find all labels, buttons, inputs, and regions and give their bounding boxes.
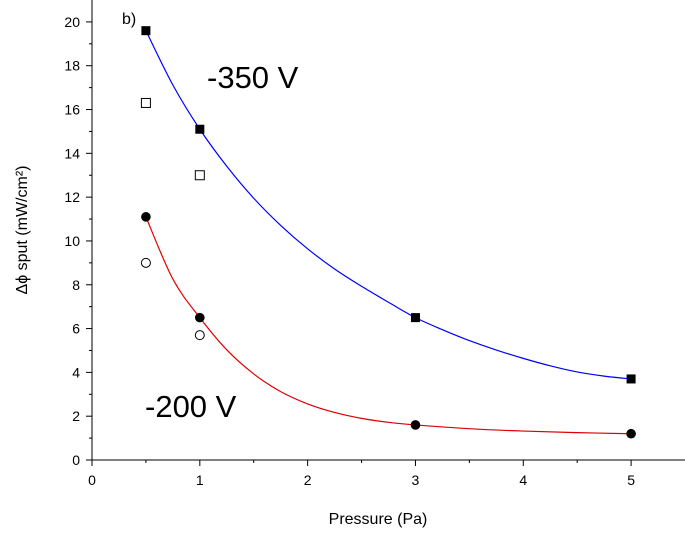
- x-tick-label: 5: [627, 472, 635, 488]
- x-tick-label: 4: [519, 472, 527, 488]
- y-tick-label: 2: [72, 408, 80, 424]
- fit-curve: [145, 30, 632, 380]
- data-points: [140, 26, 636, 439]
- data-point-open-square: [194, 170, 205, 181]
- data-point-filled-circle: [626, 428, 636, 439]
- data-point-filled-circle: [195, 312, 205, 323]
- x-axis-title: Pressure (Pa): [329, 511, 428, 528]
- data-point-open-circle: [140, 257, 151, 268]
- data-point-filled-circle: [141, 212, 151, 222]
- panel-label: b): [122, 11, 136, 28]
- fit-curve: [145, 216, 632, 435]
- fit-curves: [145, 30, 632, 435]
- y-tick-label: 4: [72, 364, 80, 380]
- y-tick-label: 18: [64, 58, 80, 74]
- y-tick-label: 14: [64, 145, 80, 161]
- x-tick-label: 3: [412, 472, 420, 488]
- annotation-350v: -350 V: [207, 60, 299, 95]
- data-point-filled-square: [410, 313, 420, 323]
- y-tick-label: 8: [72, 277, 80, 293]
- y-tick-label: 12: [64, 189, 80, 205]
- y-tick-label: 6: [72, 321, 80, 337]
- data-point-filled-circle: [410, 420, 421, 430]
- data-point-filled-square: [626, 374, 636, 384]
- x-tick-label: 1: [196, 472, 204, 488]
- x-tick-label: 2: [304, 472, 312, 488]
- y-tick-label: 16: [64, 102, 80, 118]
- data-point-filled-square: [141, 26, 151, 36]
- annotation-200v: -200 V: [145, 389, 237, 424]
- data-point-open-circle: [194, 330, 205, 341]
- y-tick-label: 0: [72, 452, 80, 468]
- data-point-open-square: [140, 97, 151, 108]
- x-tick-label: 0: [88, 472, 96, 488]
- y-tick-label: 20: [64, 14, 80, 30]
- y-tick-label: 10: [64, 233, 80, 249]
- data-point-filled-square: [195, 124, 205, 134]
- y-axis-title: Δϕ sput (mW/cm²): [14, 166, 31, 295]
